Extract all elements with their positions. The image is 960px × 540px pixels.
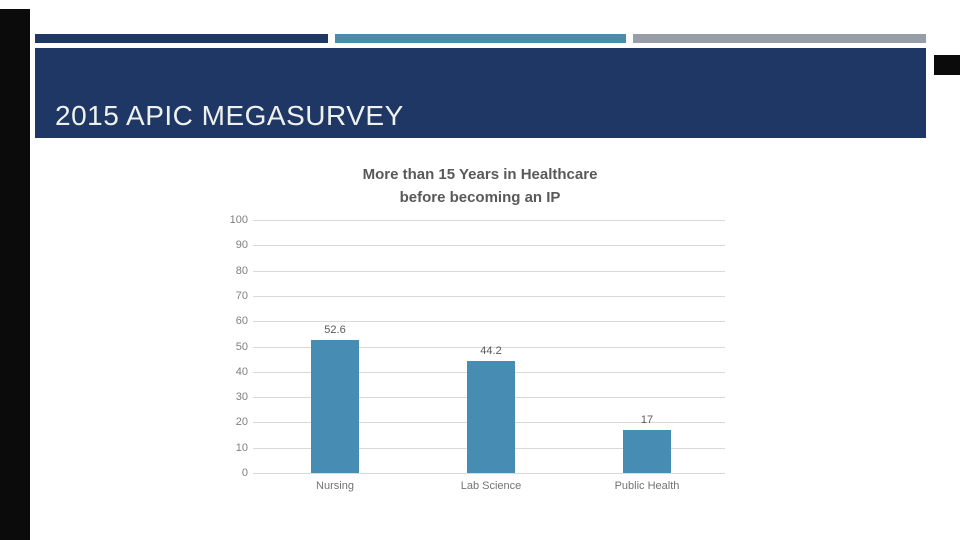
bar-value-label: 44.2 xyxy=(480,345,502,357)
x-axis-category-label: Lab Science xyxy=(460,480,522,492)
accent-bar-gray xyxy=(633,34,926,43)
gridline xyxy=(253,271,725,272)
y-axis-tick-label: 60 xyxy=(235,315,248,327)
bar xyxy=(467,361,515,473)
y-axis-tick-label: 20 xyxy=(235,416,248,428)
gridline xyxy=(253,245,725,246)
bar xyxy=(623,430,671,473)
bar xyxy=(311,340,359,473)
y-axis-tick-label: 70 xyxy=(235,290,248,302)
bar-value-label: 52.6 xyxy=(324,324,346,336)
gridline xyxy=(253,321,725,322)
y-axis-tick-label: 100 xyxy=(229,214,248,226)
accent-bar-steel-blue xyxy=(335,34,626,43)
y-axis-tick-label: 80 xyxy=(235,265,248,277)
gridline xyxy=(253,347,725,348)
screen-left-black-strip xyxy=(0,9,30,540)
chart-title: More than 15 Years in Healthcare before … xyxy=(0,163,960,209)
slide-title-band: 2015 APIC MEGASURVEY xyxy=(35,48,926,138)
y-axis-tick-label: 90 xyxy=(235,239,248,251)
y-axis-tick-label: 0 xyxy=(241,467,248,479)
y-axis-tick-label: 40 xyxy=(235,366,248,378)
gridline xyxy=(253,220,725,221)
chart-title-line2: before becoming an IP xyxy=(399,189,561,206)
y-axis-tick-label: 10 xyxy=(235,442,248,454)
slide-title: 2015 APIC MEGASURVEY xyxy=(55,100,404,131)
x-axis-category-label: Nursing xyxy=(316,480,354,492)
y-axis-tick-label: 30 xyxy=(235,391,248,403)
screen-top-right-black-notch xyxy=(934,55,960,75)
accent-bar-navy xyxy=(35,34,328,43)
bar-value-label: 17 xyxy=(640,414,654,426)
gridline xyxy=(253,473,725,474)
y-axis-tick-label: 50 xyxy=(235,341,248,353)
x-axis-category-label: Public Health xyxy=(614,480,680,492)
chart-title-line1: More than 15 Years in Healthcare xyxy=(362,166,598,183)
gridline xyxy=(253,296,725,297)
